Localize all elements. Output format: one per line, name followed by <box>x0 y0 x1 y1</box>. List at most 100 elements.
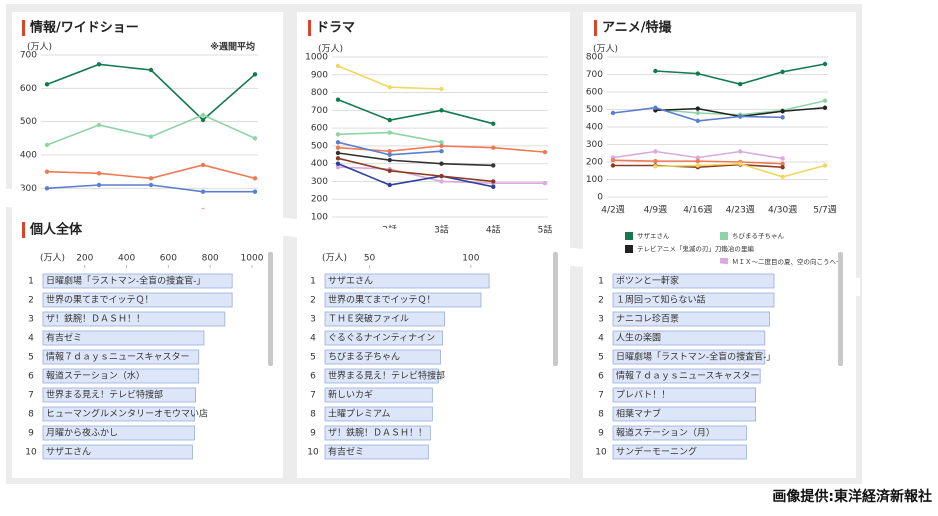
x-axis-label: (万人) <box>322 253 347 264</box>
legend-label: ＭＩＸ～二度目の夏、空の向こうへ～ <box>732 257 843 266</box>
bar <box>324 406 433 422</box>
bar <box>42 444 193 460</box>
rank: 7 <box>28 391 34 401</box>
annotation: ※週間平均 <box>210 41 255 53</box>
x-tick-label: 800 <box>202 254 219 264</box>
y-tick-label: 400 <box>311 159 328 169</box>
rank: 3 <box>28 315 34 325</box>
y-tick-label: 700 <box>311 106 328 116</box>
program-name: １周回って知らない話 <box>616 294 706 306</box>
y-tick-label: 400 <box>586 123 603 133</box>
point <box>653 68 658 74</box>
point <box>439 108 444 113</box>
bar <box>324 425 431 441</box>
bar <box>324 368 439 384</box>
point <box>738 149 743 154</box>
overlay-band <box>0 200 860 296</box>
scrollbar <box>553 252 558 366</box>
point <box>148 182 154 188</box>
point <box>780 115 785 120</box>
point <box>44 169 50 174</box>
program-name: 報道ステーション（月） <box>616 427 715 439</box>
rank: 2 <box>598 296 604 306</box>
x-tick-label: 4話 <box>486 224 501 236</box>
rank: 6 <box>310 372 316 382</box>
x-tick-label: 3話 <box>434 224 449 236</box>
series-line <box>337 98 494 125</box>
x-tick-label: 4/2週 <box>601 205 625 216</box>
point <box>44 82 50 87</box>
point <box>439 161 444 166</box>
rank: 10 <box>595 448 607 458</box>
rank: 2 <box>28 296 34 306</box>
bar <box>612 425 747 441</box>
x-tick-label: 4/16週 <box>683 205 712 216</box>
program-name: プレバト！！ <box>616 390 670 401</box>
program-name: 人生の楽園 <box>616 332 661 344</box>
x-tick-label: 5話 <box>538 224 553 236</box>
rank: 8 <box>598 410 604 420</box>
point <box>695 163 700 168</box>
bar <box>612 444 747 460</box>
point <box>439 86 444 92</box>
program-name: サザエさん <box>328 276 373 287</box>
point <box>335 165 341 170</box>
point <box>335 145 341 150</box>
point <box>695 106 700 111</box>
bar <box>42 273 233 289</box>
bar <box>612 368 761 384</box>
title-accent <box>22 222 25 238</box>
rank: 9 <box>598 429 604 439</box>
rank: 10 <box>307 448 319 458</box>
point <box>200 189 206 194</box>
point <box>252 72 258 77</box>
point <box>335 140 341 145</box>
point <box>387 157 392 163</box>
x-tick-label: 5/7週 <box>813 205 837 216</box>
x-tick-label: 50 <box>364 254 376 264</box>
bar <box>42 330 205 346</box>
x-tick-label: 600 <box>160 254 177 264</box>
program-name: サザエさん <box>46 447 91 458</box>
series-line <box>337 157 494 183</box>
point <box>96 62 102 67</box>
point <box>695 118 700 124</box>
rank: 4 <box>28 334 34 344</box>
program-name: 有吉ゼミ <box>328 446 364 458</box>
program-name: ヒューマングルメンタリーオモウマい店 <box>46 408 208 420</box>
legend-label: テレビアニメ「鬼滅の刃」刀鍛冶の里編 <box>637 244 754 253</box>
point <box>491 163 496 168</box>
bar <box>612 406 757 422</box>
bar <box>324 444 429 460</box>
program-name: ポツンと一軒家 <box>616 275 679 287</box>
program-name: 日曜劇場「ラストマン-全盲の捜査官-」 <box>616 351 775 363</box>
point <box>439 143 444 149</box>
point <box>822 105 828 110</box>
point <box>387 152 392 157</box>
rank: 5 <box>598 353 604 363</box>
program-name: 土曜プレミアム <box>328 408 390 420</box>
point <box>780 156 785 161</box>
point <box>695 155 700 160</box>
point <box>780 165 785 170</box>
program-name: ザ！鉄腕！ＤＡＳＨ！！ <box>46 313 145 325</box>
bar <box>612 292 775 308</box>
rank: 9 <box>28 429 34 439</box>
y-axis-label: (万人) <box>593 44 618 55</box>
y-tick-label: 200 <box>311 195 328 205</box>
y-tick-label: 300 <box>311 177 328 187</box>
point <box>822 163 828 168</box>
point <box>439 179 444 184</box>
point <box>653 105 658 110</box>
y-tick-label: 700 <box>586 70 603 80</box>
point <box>200 117 206 123</box>
x-axis-label: (万人) <box>40 253 65 264</box>
point <box>387 149 392 154</box>
program-name: ザ！鉄腕！ＤＡＳＨ！！ <box>328 427 427 439</box>
program-name: 相葉マナブ <box>616 408 661 420</box>
point <box>653 149 658 154</box>
point <box>610 110 616 116</box>
rank: 4 <box>598 334 604 344</box>
y-tick-label: 400 <box>20 151 37 161</box>
credit: 画像提供:東洋経済新報社 <box>772 488 932 505</box>
